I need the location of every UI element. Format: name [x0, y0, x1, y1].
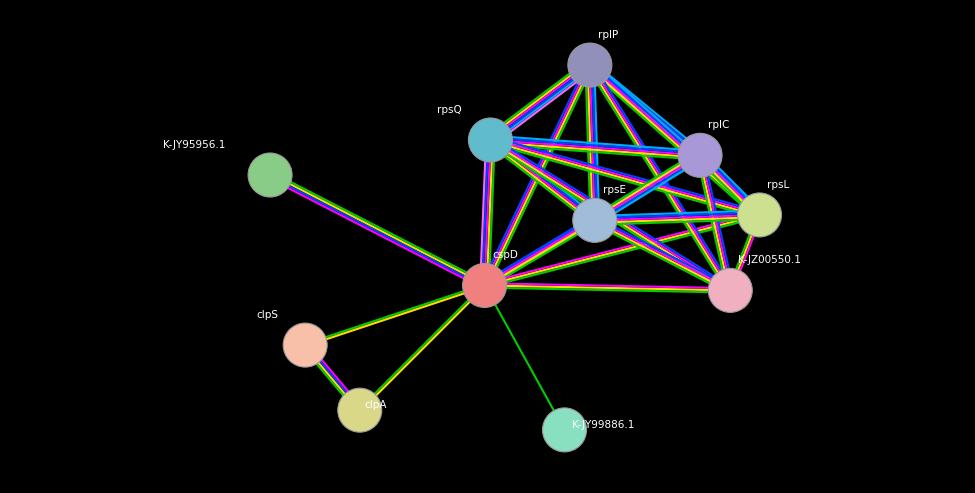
- Text: clpA: clpA: [365, 400, 387, 410]
- Circle shape: [248, 153, 292, 197]
- Text: rplP: rplP: [598, 30, 618, 40]
- Circle shape: [708, 268, 753, 313]
- Circle shape: [283, 323, 328, 367]
- Text: K-JY95956.1: K-JY95956.1: [163, 140, 225, 150]
- Circle shape: [572, 198, 617, 243]
- Text: rplC: rplC: [708, 120, 729, 130]
- Text: K-JZ00550.1: K-JZ00550.1: [738, 255, 800, 265]
- Text: rpsQ: rpsQ: [437, 105, 461, 115]
- Text: clpS: clpS: [256, 310, 279, 320]
- Circle shape: [468, 118, 513, 162]
- Circle shape: [678, 133, 722, 177]
- Circle shape: [462, 263, 507, 308]
- Circle shape: [567, 43, 612, 87]
- Text: cspD: cspD: [492, 250, 519, 260]
- Circle shape: [542, 408, 587, 452]
- Circle shape: [337, 388, 382, 432]
- Circle shape: [737, 193, 782, 237]
- Text: rpsL: rpsL: [767, 180, 790, 190]
- Text: rpsE: rpsE: [603, 185, 626, 195]
- Text: K-JY99886.1: K-JY99886.1: [572, 420, 635, 429]
